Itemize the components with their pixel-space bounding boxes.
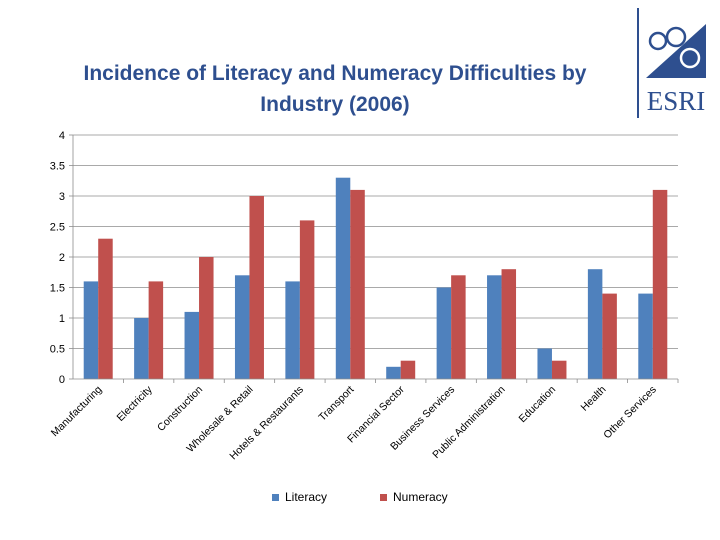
bar-numeracy-5 — [350, 189, 365, 379]
bar-literacy-6 — [386, 366, 401, 379]
y-tick-label: 1.5 — [50, 283, 65, 295]
legend-label: Literacy — [285, 490, 328, 504]
bar-numeracy-9 — [551, 360, 567, 379]
bar-literacy-9 — [537, 348, 552, 379]
x-tick-label: Transport — [316, 384, 356, 424]
bar-literacy-0 — [83, 281, 99, 379]
bar-numeracy-3 — [249, 196, 264, 379]
bar-literacy-8 — [487, 275, 502, 379]
bar-numeracy-11 — [652, 189, 668, 379]
y-tick-label: 3 — [59, 191, 65, 203]
y-tick-label: 0 — [59, 374, 65, 386]
bar-numeracy-1 — [148, 281, 164, 379]
bar-literacy-10 — [587, 269, 603, 379]
legend: Literacy Numeracy — [0, 490, 720, 506]
x-tick-label: Education — [517, 384, 559, 426]
x-tick-label: Health — [579, 384, 609, 414]
chart-title: Incidence of Literacy and Numeracy Diffi… — [40, 58, 630, 120]
chart-title-line-1: Incidence of Literacy and Numeracy Diffi… — [83, 62, 587, 85]
x-tick-label: Manufacturing — [49, 384, 105, 440]
x-axis-labels: Manufacturing Electricity ConstructionWhol… — [49, 383, 659, 462]
bar-literacy-7 — [436, 287, 452, 379]
legend-swatch — [380, 493, 387, 501]
x-tick-label: Construction — [155, 384, 205, 434]
bar-literacy-1 — [134, 318, 149, 379]
bar-numeracy-6 — [400, 360, 416, 379]
bar-numeracy-7 — [451, 275, 466, 379]
x-tick-label: Other Services — [601, 384, 659, 442]
chart-title-line-2: Industry (2006) — [260, 93, 410, 116]
axes — [72, 135, 679, 383]
legend-item-numeracy: Numeracy — [380, 490, 448, 504]
legend-label: Numeracy — [393, 490, 448, 504]
bars — [83, 177, 668, 379]
esri-logo: ESRI — [637, 8, 706, 118]
y-tick-label: 2 — [59, 252, 65, 264]
y-tick-label: 0.5 — [50, 344, 65, 356]
bar-literacy-2 — [184, 311, 200, 379]
bar-numeracy-4 — [299, 220, 315, 379]
x-tick-label: Electricity — [114, 383, 155, 424]
bar-numeracy-10 — [602, 293, 617, 379]
bar-numeracy-2 — [199, 257, 214, 379]
bar-literacy-5 — [335, 177, 351, 379]
bar-literacy-4 — [285, 281, 300, 379]
legend-item-literacy: Literacy — [272, 490, 327, 504]
y-tick-label: 3.5 — [50, 161, 65, 173]
y-axis-ticks: 0 0.5 1 1.5 2 2.5 3 3.5 4 — [50, 130, 73, 386]
bar-literacy-3 — [234, 275, 250, 379]
bar-numeracy-0 — [98, 238, 113, 379]
y-tick-label: 4 — [59, 130, 65, 142]
grid-lines — [73, 134, 678, 349]
y-tick-label: 2.5 — [50, 222, 65, 234]
logo-text: ESRI — [647, 86, 706, 116]
y-tick-label: 1 — [59, 313, 65, 325]
legend-swatch — [272, 493, 279, 501]
bar-literacy-11 — [638, 293, 653, 379]
bar-numeracy-8 — [501, 269, 517, 379]
